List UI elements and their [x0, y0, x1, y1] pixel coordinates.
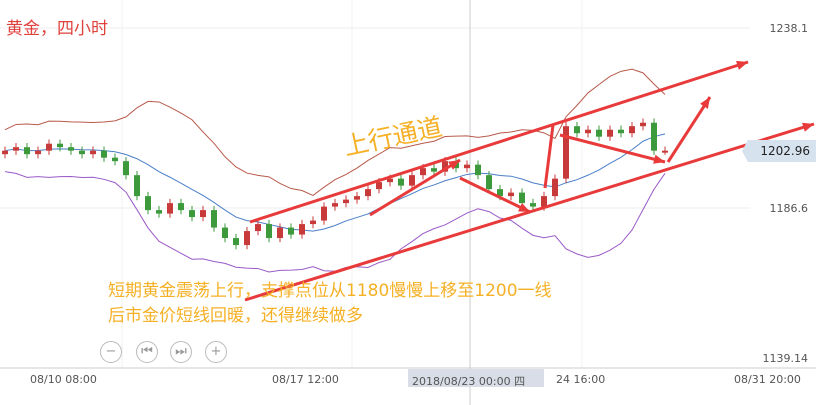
zoom-out-button[interactable]: −	[100, 341, 122, 363]
candle-body	[387, 178, 393, 183]
candle-body	[200, 210, 206, 218]
zoom-in-button[interactable]: +	[205, 341, 227, 363]
current-price-label: 1202.96	[742, 140, 816, 162]
candle-body	[541, 196, 547, 207]
candle-body	[508, 192, 514, 197]
y-tick: 1186.6	[769, 202, 809, 215]
x-tick: 08/31 20:00	[734, 373, 801, 386]
candle-body	[266, 224, 272, 239]
candle-body	[57, 143, 63, 148]
y-tick: 1139.14	[762, 352, 809, 365]
chart-title: 黄金，四小时	[6, 19, 108, 39]
candle-body	[178, 203, 184, 211]
candle-body	[167, 203, 173, 214]
candle-body	[497, 189, 503, 197]
trend-arrow	[459, 176, 531, 214]
pullback-arrow-head	[653, 154, 665, 164]
candle-body	[618, 129, 624, 134]
candle-body	[365, 189, 371, 197]
candle-body	[134, 175, 140, 197]
rebound-arrow-head	[700, 97, 710, 109]
candle-body	[46, 143, 52, 151]
candle-body	[519, 192, 525, 204]
candle-body	[332, 203, 338, 207]
candle-body	[486, 175, 492, 190]
candle-body	[563, 126, 569, 179]
candle-body	[156, 210, 162, 214]
candle-body	[222, 227, 228, 239]
candle-body	[321, 206, 327, 221]
y-tick: 1238.1	[769, 22, 809, 35]
candle-body	[90, 150, 96, 155]
channel-lower-arrow-head	[802, 122, 814, 132]
trend-arrow-head	[448, 160, 460, 170]
annotation-line-2: 后市金价短线回暖，还得继续做多	[108, 306, 363, 326]
candle-body	[409, 175, 415, 186]
candle-body	[596, 129, 602, 137]
candle-body	[101, 150, 107, 158]
candle-body	[530, 203, 536, 207]
candle-body	[629, 126, 635, 134]
candle-body	[288, 227, 294, 235]
candle-body	[244, 231, 250, 246]
candle-body	[189, 210, 195, 218]
candle-body	[552, 178, 558, 197]
candle-body	[574, 126, 580, 134]
candle-body	[607, 129, 613, 137]
candle-body	[376, 182, 382, 190]
trend-arrow	[369, 158, 461, 217]
next-button[interactable]: ⏭	[170, 341, 192, 363]
candle-body	[145, 196, 151, 211]
candle-body	[35, 150, 41, 155]
candle-body	[354, 196, 360, 200]
channel-upper-arrow-head	[736, 60, 748, 70]
candle-body	[299, 224, 305, 235]
crosshair-x-highlight	[408, 369, 544, 387]
trend-arrow-head	[518, 202, 530, 212]
candle-body	[651, 122, 657, 151]
candle-body	[79, 150, 85, 155]
candle-body	[112, 157, 118, 162]
candle-body	[398, 178, 404, 186]
candle-body	[2, 150, 8, 155]
candle-body	[343, 199, 349, 204]
x-tick: 08/10 08:00	[30, 373, 97, 386]
x-tick: 24 16:00	[556, 373, 606, 386]
candle-body	[255, 224, 261, 232]
candle-body	[123, 161, 129, 176]
candle-body	[464, 164, 470, 169]
channel-upper-arrow	[249, 60, 749, 224]
candle-body	[442, 161, 448, 172]
candle-body	[233, 238, 239, 246]
candle-body	[662, 150, 668, 153]
bollinger-upper-line	[4, 68, 666, 197]
rebound-arrow	[666, 96, 712, 163]
candle-body	[431, 168, 437, 172]
prev-button[interactable]: ⏮	[136, 341, 158, 363]
candle-body	[13, 147, 19, 151]
bollinger-lower-line	[4, 171, 666, 273]
candle-body	[277, 227, 283, 239]
candle-body	[310, 220, 316, 225]
candle-body	[640, 122, 646, 127]
candle-body	[475, 164, 481, 176]
pullback-arrow	[559, 133, 666, 164]
candle-body	[68, 147, 74, 151]
candle-body	[585, 129, 591, 134]
x-tick: 2018/08/23 00:00 四	[412, 375, 526, 388]
candle-body	[211, 210, 217, 228]
x-tick: 08/17 12:00	[272, 373, 339, 386]
annotation-line-1: 短期黄金震荡上行，支撑点位从1180慢慢上移至1200一线	[108, 281, 552, 301]
candle-body	[420, 168, 426, 176]
candle-body	[24, 147, 30, 155]
trend-line	[543, 124, 555, 189]
